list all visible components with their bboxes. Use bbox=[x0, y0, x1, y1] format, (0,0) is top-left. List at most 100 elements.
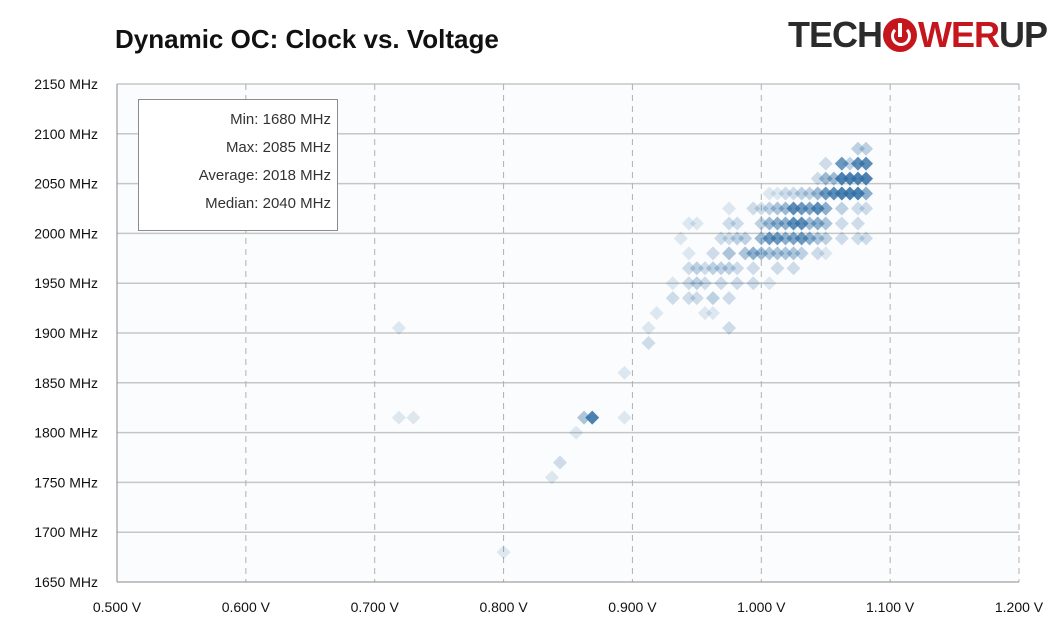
stat-value: 2018 MHz bbox=[262, 167, 331, 184]
data-point bbox=[850, 156, 865, 171]
x-tick-label: 0.500 V bbox=[93, 599, 142, 615]
data-point bbox=[673, 231, 688, 246]
data-point bbox=[859, 201, 874, 216]
data-point bbox=[649, 306, 664, 321]
data-point bbox=[722, 246, 737, 261]
techpowerup-logo: TECH WER UP bbox=[788, 14, 1048, 56]
x-tick-label: 0.800 V bbox=[479, 599, 528, 615]
data-point bbox=[810, 186, 825, 201]
logo-text-tech: TECH bbox=[788, 14, 883, 55]
data-point bbox=[794, 201, 809, 216]
data-point bbox=[697, 261, 712, 276]
y-tick-label: 1950 MHz bbox=[34, 275, 98, 291]
data-point bbox=[794, 246, 809, 261]
data-point bbox=[406, 410, 421, 425]
data-point bbox=[714, 231, 729, 246]
stat-label: Median: bbox=[205, 195, 259, 212]
data-point bbox=[850, 171, 865, 186]
data-point bbox=[794, 186, 809, 201]
logo-text-up: UP bbox=[999, 14, 1048, 55]
y-tick-label: 1650 MHz bbox=[34, 574, 98, 590]
data-point bbox=[834, 156, 849, 171]
data-point bbox=[834, 186, 849, 201]
data-point bbox=[496, 545, 511, 560]
data-point bbox=[722, 216, 737, 231]
data-point bbox=[770, 246, 785, 261]
data-point bbox=[697, 276, 712, 291]
data-point bbox=[714, 276, 729, 291]
data-point bbox=[681, 261, 696, 276]
data-point bbox=[617, 365, 632, 380]
data-point bbox=[834, 231, 849, 246]
data-point bbox=[778, 186, 793, 201]
data-point bbox=[705, 306, 720, 321]
data-point bbox=[770, 216, 785, 231]
y-tick-label: 2050 MHz bbox=[34, 176, 98, 192]
data-point bbox=[722, 291, 737, 306]
data-point bbox=[850, 231, 865, 246]
data-point bbox=[859, 141, 874, 156]
data-point bbox=[762, 231, 777, 246]
data-point bbox=[818, 216, 833, 231]
data-point bbox=[689, 276, 704, 291]
data-point bbox=[794, 231, 809, 246]
data-point bbox=[705, 261, 720, 276]
data-point bbox=[842, 186, 857, 201]
data-point bbox=[754, 201, 769, 216]
y-tick-label: 2150 MHz bbox=[34, 76, 98, 92]
data-point bbox=[770, 261, 785, 276]
data-point bbox=[641, 335, 656, 350]
stat-row: Median: 2040 MHz bbox=[139, 190, 331, 218]
data-point bbox=[641, 321, 656, 336]
data-point bbox=[391, 410, 406, 425]
data-point bbox=[689, 261, 704, 276]
data-point bbox=[810, 246, 825, 261]
x-tick-label: 1.000 V bbox=[737, 599, 786, 615]
data-point bbox=[770, 201, 785, 216]
data-point bbox=[850, 216, 865, 231]
data-point bbox=[754, 216, 769, 231]
data-point bbox=[786, 261, 801, 276]
stat-row: Average: 2018 MHz bbox=[139, 162, 331, 190]
chart-title: Dynamic OC: Clock vs. Voltage bbox=[115, 24, 499, 54]
data-point bbox=[818, 186, 833, 201]
data-point bbox=[746, 276, 761, 291]
stat-value: 2040 MHz bbox=[262, 195, 331, 212]
data-point bbox=[762, 216, 777, 231]
data-point bbox=[818, 201, 833, 216]
data-point bbox=[810, 231, 825, 246]
data-point bbox=[577, 410, 592, 425]
data-point bbox=[746, 246, 761, 261]
data-point bbox=[544, 470, 559, 485]
data-point bbox=[786, 216, 801, 231]
data-point bbox=[802, 216, 817, 231]
data-point bbox=[770, 186, 785, 201]
data-point bbox=[738, 231, 753, 246]
data-point bbox=[778, 246, 793, 261]
data-point bbox=[802, 186, 817, 201]
data-point bbox=[810, 216, 825, 231]
data-point bbox=[681, 291, 696, 306]
data-point bbox=[391, 321, 406, 336]
data-point bbox=[859, 231, 874, 246]
stat-value: 1680 MHz bbox=[262, 111, 331, 128]
data-point bbox=[705, 291, 720, 306]
x-tick-label: 1.100 V bbox=[866, 599, 915, 615]
data-point bbox=[786, 246, 801, 261]
logo-text-wer: WER bbox=[918, 14, 1000, 55]
stat-row: Min: 1680 MHz bbox=[139, 106, 331, 134]
data-point bbox=[810, 201, 825, 216]
data-point bbox=[842, 171, 857, 186]
data-point bbox=[569, 425, 584, 440]
data-point bbox=[786, 201, 801, 216]
data-point bbox=[722, 231, 737, 246]
data-point bbox=[722, 261, 737, 276]
data-point bbox=[689, 216, 704, 231]
data-point bbox=[834, 201, 849, 216]
data-point bbox=[665, 276, 680, 291]
data-point bbox=[818, 246, 833, 261]
data-point bbox=[818, 171, 833, 186]
data-point bbox=[859, 156, 874, 171]
data-point bbox=[754, 231, 769, 246]
